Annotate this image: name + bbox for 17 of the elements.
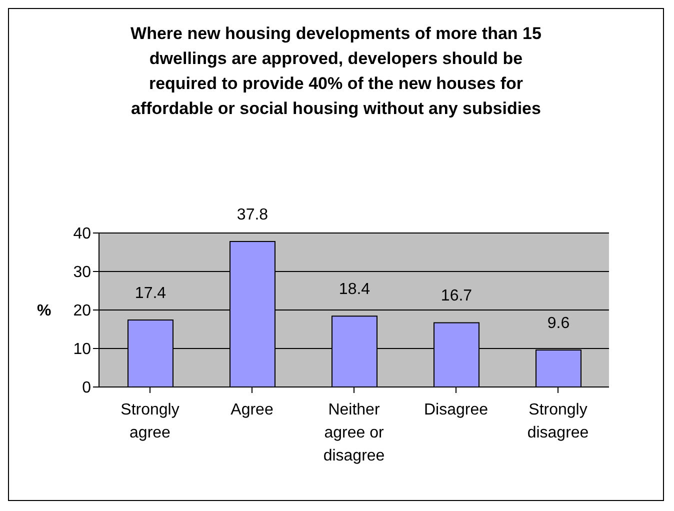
x-tick-label: Neither agree or disagree	[323, 401, 385, 464]
y-tick-label: 0	[82, 380, 92, 397]
data-label: 17.4	[134, 285, 166, 302]
chart-title: Where new housing developments of more than 15 dwellings are approved, developers should be required to provide 40% of the new houses for affordable or social housing without any subsidies	[130, 23, 542, 120]
data-label: 37.8	[236, 206, 268, 224]
y-tick-label: 40	[73, 226, 92, 243]
x-tick-label: Strongly disagree	[527, 401, 589, 442]
x-tick-label: Strongly agree	[120, 401, 180, 442]
data-label: 16.7	[440, 288, 472, 305]
data-label: 9.6	[547, 315, 570, 332]
y-axis-title: %	[37, 302, 52, 320]
x-tick-label: Disagree	[424, 401, 488, 418]
x-tick-label: Agree	[230, 401, 274, 418]
y-tick-label: 10	[73, 341, 92, 358]
y-tick-label: 30	[73, 264, 92, 282]
data-label: 18.4	[338, 281, 370, 298]
y-tick-label: 20	[73, 302, 92, 320]
